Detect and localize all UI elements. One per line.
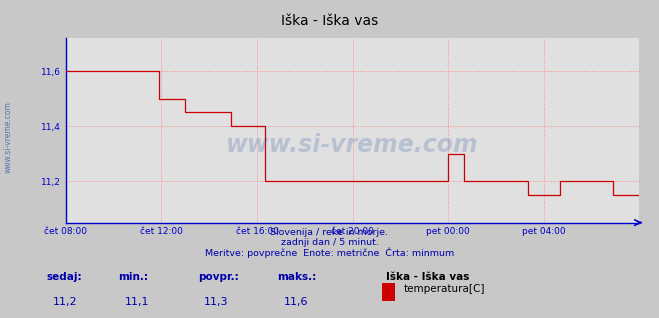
Text: 11,6: 11,6 [283,297,308,307]
Text: Slovenija / reke in morje.: Slovenija / reke in morje. [270,228,389,237]
Text: maks.:: maks.: [277,272,316,282]
Text: zadnji dan / 5 minut.: zadnji dan / 5 minut. [281,238,378,247]
Text: www.si-vreme.com: www.si-vreme.com [226,133,479,157]
Text: temperatura[C]: temperatura[C] [404,284,486,294]
Text: Meritve: povprečne  Enote: metrične  Črta: minmum: Meritve: povprečne Enote: metrične Črta:… [205,247,454,258]
Text: 11,1: 11,1 [125,297,150,307]
Text: Iška - Iška vas: Iška - Iška vas [281,14,378,28]
Text: Iška - Iška vas: Iška - Iška vas [386,272,469,282]
Text: 11,3: 11,3 [204,297,229,307]
Text: 11,2: 11,2 [53,297,77,307]
Text: sedaj:: sedaj: [46,272,82,282]
Text: min.:: min.: [119,272,149,282]
Text: povpr.:: povpr.: [198,272,239,282]
Text: www.si-vreme.com: www.si-vreme.com [4,101,13,173]
